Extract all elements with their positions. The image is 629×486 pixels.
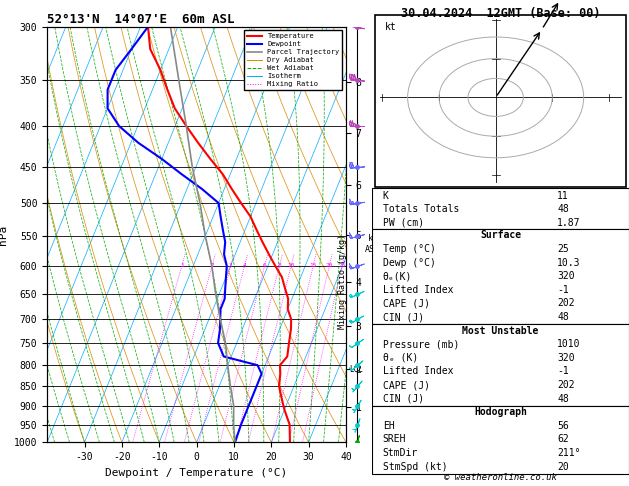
Text: -1: -1 <box>557 366 569 377</box>
Text: 25: 25 <box>557 244 569 254</box>
Text: Surface: Surface <box>480 230 521 241</box>
Y-axis label: km
ASL: km ASL <box>365 235 380 254</box>
Y-axis label: hPa: hPa <box>0 225 8 244</box>
Bar <box>372 324 629 406</box>
Text: K: K <box>382 191 389 201</box>
Text: 320: 320 <box>557 353 575 363</box>
Text: CIN (J): CIN (J) <box>382 394 424 404</box>
Text: EH: EH <box>382 421 394 431</box>
Text: 320: 320 <box>557 271 575 281</box>
Text: Totals Totals: Totals Totals <box>382 204 459 214</box>
Text: Lifted Index: Lifted Index <box>382 366 453 377</box>
Text: StmSpd (kt): StmSpd (kt) <box>382 462 447 472</box>
Legend: Temperature, Dewpoint, Parcel Trajectory, Dry Adiabat, Wet Adiabat, Isotherm, Mi: Temperature, Dewpoint, Parcel Trajectory… <box>244 30 342 90</box>
Text: StmDir: StmDir <box>382 448 418 458</box>
Bar <box>372 406 629 474</box>
Text: 8: 8 <box>277 263 281 268</box>
Bar <box>372 188 629 229</box>
Text: 202: 202 <box>557 298 575 309</box>
Text: LCL: LCL <box>349 365 363 374</box>
Text: 1010: 1010 <box>557 339 581 349</box>
Text: Pressure (mb): Pressure (mb) <box>382 339 459 349</box>
Text: 1: 1 <box>180 263 184 268</box>
Text: 20: 20 <box>557 462 569 472</box>
Text: PW (cm): PW (cm) <box>382 218 424 228</box>
Text: Most Unstable: Most Unstable <box>462 326 539 336</box>
Text: 62: 62 <box>557 434 569 445</box>
Text: 30.04.2024  12GMT (Base: 00): 30.04.2024 12GMT (Base: 00) <box>401 7 601 20</box>
Text: 48: 48 <box>557 312 569 322</box>
Text: 10.3: 10.3 <box>557 258 581 268</box>
Text: 15: 15 <box>309 263 317 268</box>
Text: Hodograph: Hodograph <box>474 407 527 417</box>
Text: 4: 4 <box>243 263 247 268</box>
Text: 211°: 211° <box>557 448 581 458</box>
Text: θₑ (K): θₑ (K) <box>382 353 418 363</box>
Text: 11: 11 <box>557 191 569 201</box>
Text: 1.87: 1.87 <box>557 218 581 228</box>
Text: 3: 3 <box>229 263 233 268</box>
Text: -1: -1 <box>557 285 569 295</box>
Bar <box>375 15 626 187</box>
Text: Mixing Ratio (g/kg): Mixing Ratio (g/kg) <box>338 234 347 330</box>
Text: kt: kt <box>385 22 397 32</box>
Text: 48: 48 <box>557 204 569 214</box>
Text: CAPE (J): CAPE (J) <box>382 298 430 309</box>
Text: 202: 202 <box>557 380 575 390</box>
Text: Temp (°C): Temp (°C) <box>382 244 435 254</box>
Text: SREH: SREH <box>382 434 406 445</box>
Bar <box>372 229 629 324</box>
Text: 52°13'N  14°07'E  60m ASL: 52°13'N 14°07'E 60m ASL <box>47 13 235 26</box>
Text: 20: 20 <box>326 263 333 268</box>
Text: 6: 6 <box>263 263 267 268</box>
Text: CAPE (J): CAPE (J) <box>382 380 430 390</box>
Text: CIN (J): CIN (J) <box>382 312 424 322</box>
Text: Dewp (°C): Dewp (°C) <box>382 258 435 268</box>
Text: 56: 56 <box>557 421 569 431</box>
X-axis label: Dewpoint / Temperature (°C): Dewpoint / Temperature (°C) <box>106 468 287 478</box>
Text: Lifted Index: Lifted Index <box>382 285 453 295</box>
Text: 48: 48 <box>557 394 569 404</box>
Text: 10: 10 <box>287 263 295 268</box>
Text: 2: 2 <box>210 263 214 268</box>
Text: θₑ(K): θₑ(K) <box>382 271 412 281</box>
Text: © weatheronline.co.uk: © weatheronline.co.uk <box>444 473 557 482</box>
Text: 25: 25 <box>338 263 346 268</box>
